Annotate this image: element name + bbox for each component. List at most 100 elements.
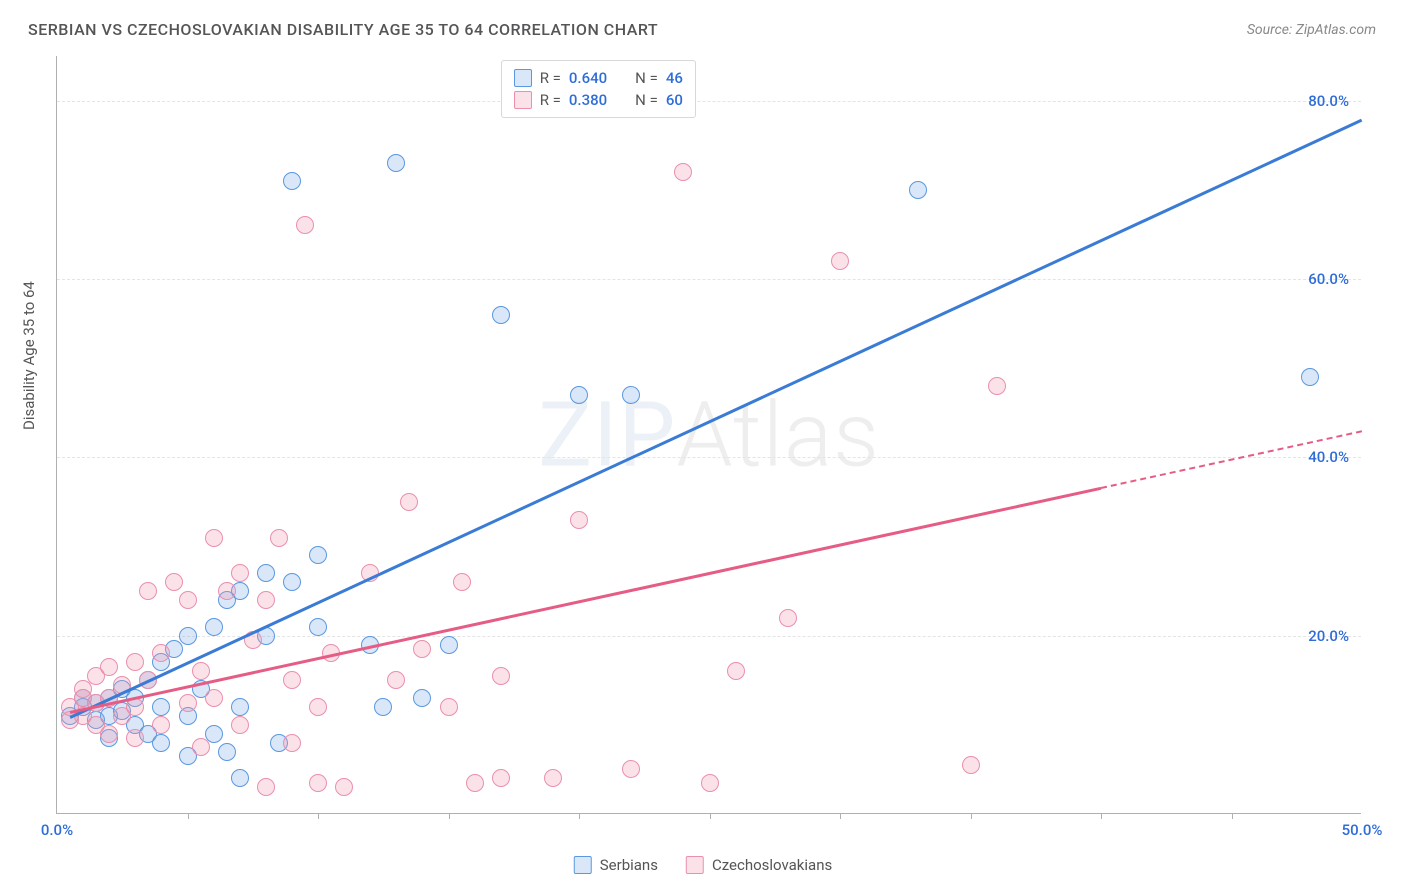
scatter-point: [962, 756, 980, 774]
gridline: [57, 101, 1361, 102]
scatter-point: [466, 774, 484, 792]
scatter-point: [674, 163, 692, 181]
scatter-point: [152, 644, 170, 662]
scatter-point: [440, 636, 458, 654]
scatter-point: [335, 778, 353, 796]
legend-n-value: 46: [666, 69, 683, 87]
scatter-point: [231, 716, 249, 734]
scatter-point: [779, 609, 797, 627]
legend-r-value: 0.640: [569, 69, 607, 87]
watermark-atlas: Atlas: [676, 382, 880, 487]
gridline: [57, 457, 1361, 458]
scatter-point: [387, 671, 405, 689]
scatter-point: [387, 154, 405, 172]
scatter-point: [205, 529, 223, 547]
legend-swatch: [514, 91, 532, 109]
scatter-point: [283, 172, 301, 190]
legend-item-czechoslovakians: Czechoslovakians: [686, 856, 832, 874]
scatter-point: [257, 591, 275, 609]
scatter-point: [309, 546, 327, 564]
x-tick: [449, 813, 450, 819]
scatter-point: [492, 306, 510, 324]
scatter-point: [413, 689, 431, 707]
scatter-point: [909, 181, 927, 199]
scatter-point: [283, 573, 301, 591]
x-tick-label: 50.0%: [1342, 821, 1383, 839]
scatter-point: [205, 725, 223, 743]
legend-r-value: 0.380: [569, 91, 607, 109]
scatter-point: [283, 734, 301, 752]
chart-title: SERBIAN VS CZECHOSLOVAKIAN DISABILITY AG…: [28, 20, 658, 39]
legend-n-label: N =: [635, 69, 658, 87]
legend-swatch-serbians: [574, 856, 592, 874]
scatter-point: [283, 671, 301, 689]
x-tick: [1232, 813, 1233, 819]
legend-r-label: R =: [540, 91, 561, 109]
scatter-point: [257, 564, 275, 582]
y-axis-title: Disability Age 35 to 64: [20, 281, 38, 430]
scatter-point: [440, 698, 458, 716]
legend-box: R = 0.640 N = 46 R = 0.380 N = 60: [501, 60, 696, 118]
y-tick-label: 80.0%: [1308, 92, 1349, 110]
scatter-point: [257, 778, 275, 796]
scatter-point: [218, 582, 236, 600]
scatter-point: [231, 698, 249, 716]
x-tick: [1101, 813, 1102, 819]
scatter-point: [192, 738, 210, 756]
scatter-point: [492, 769, 510, 787]
scatter-point: [309, 774, 327, 792]
legend-row: R = 0.640 N = 46: [514, 67, 683, 89]
scatter-point: [988, 377, 1006, 395]
scatter-point: [126, 729, 144, 747]
x-tick-label: 0.0%: [41, 821, 73, 839]
scatter-point: [100, 725, 118, 743]
legend-r-label: R =: [540, 69, 561, 87]
x-tick: [840, 813, 841, 819]
scatter-point: [152, 716, 170, 734]
scatter-point: [205, 689, 223, 707]
scatter-point: [205, 618, 223, 636]
legend-row: R = 0.380 N = 60: [514, 89, 683, 111]
scatter-point: [309, 698, 327, 716]
y-tick-label: 20.0%: [1308, 627, 1349, 645]
scatter-point: [126, 653, 144, 671]
scatter-point: [727, 662, 745, 680]
legend-item-serbians: Serbians: [574, 856, 658, 874]
legend-label-serbians: Serbians: [600, 856, 658, 874]
trend-line: [70, 119, 1363, 719]
y-tick-label: 40.0%: [1308, 448, 1349, 466]
scatter-point: [152, 698, 170, 716]
x-tick: [579, 813, 580, 819]
x-tick: [318, 813, 319, 819]
scatter-point: [453, 573, 471, 591]
scatter-point: [139, 582, 157, 600]
legend-swatch: [514, 69, 532, 87]
legend-n-value: 60: [666, 91, 683, 109]
scatter-point: [570, 386, 588, 404]
scatter-point: [296, 216, 314, 234]
scatter-point: [570, 511, 588, 529]
scatter-point: [165, 573, 183, 591]
scatter-point: [400, 493, 418, 511]
plot-area: ZIPAtlas 20.0%40.0%60.0%80.0%0.0%50.0%R …: [56, 56, 1361, 814]
scatter-point: [179, 694, 197, 712]
x-tick: [710, 813, 711, 819]
gridline: [57, 279, 1361, 280]
scatter-point: [231, 564, 249, 582]
scatter-point: [413, 640, 431, 658]
scatter-point: [270, 529, 288, 547]
scatter-point: [544, 769, 562, 787]
x-tick: [188, 813, 189, 819]
scatter-point: [100, 658, 118, 676]
scatter-point: [1301, 368, 1319, 386]
scatter-point: [231, 769, 249, 787]
scatter-point: [622, 760, 640, 778]
scatter-point: [192, 662, 210, 680]
watermark-zip: ZIP: [538, 382, 676, 487]
y-tick-label: 60.0%: [1308, 270, 1349, 288]
legend-n-label: N =: [635, 91, 658, 109]
legend-swatch-czechoslovakians: [686, 856, 704, 874]
bottom-legend: Serbians Czechoslovakians: [574, 856, 833, 874]
scatter-point: [701, 774, 719, 792]
scatter-point: [492, 667, 510, 685]
